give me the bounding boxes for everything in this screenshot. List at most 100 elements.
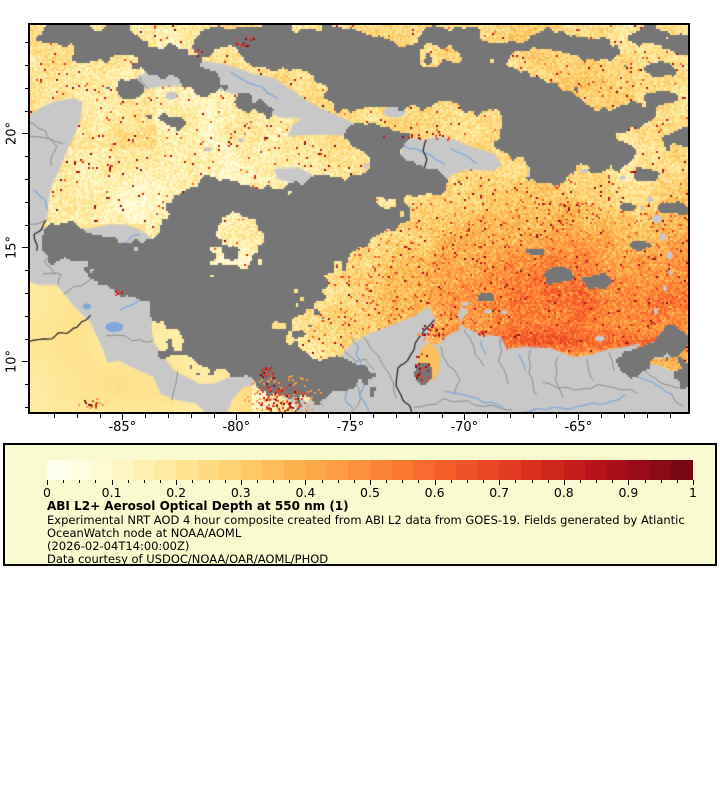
legend-courtesy: Data courtesy of USDOC/NOAA/OAR/AOML/PHO… — [47, 551, 329, 566]
colorbar-tick-label: 0.2 — [166, 485, 187, 500]
colorbar-segment — [369, 460, 392, 480]
colorbar-segment — [477, 460, 500, 480]
x-minor-tick — [259, 414, 261, 418]
x-minor-tick — [213, 414, 215, 418]
colorbar-tick-label: 0.8 — [553, 485, 574, 500]
x-minor-tick — [145, 414, 147, 418]
colorbar-minor-tick — [224, 480, 226, 483]
x-minor-tick — [487, 414, 489, 418]
colorbar-major-tick — [499, 480, 501, 485]
colorbar-tick-label: 0.9 — [618, 485, 639, 500]
colorbar-minor-tick — [612, 480, 614, 483]
x-minor-tick — [76, 414, 78, 418]
colorbar-tick-label: 1 — [689, 485, 697, 500]
x-minor-tick — [327, 414, 329, 418]
colorbar-minor-tick — [127, 480, 129, 483]
y-minor-tick — [24, 156, 28, 158]
y-minor-tick — [24, 42, 28, 44]
x-minor-tick — [190, 414, 192, 418]
colorbar-minor-tick — [676, 480, 678, 483]
colorbar-minor-tick — [547, 480, 549, 483]
colorbar-minor-tick — [466, 480, 468, 483]
colorbar-segment — [262, 460, 284, 480]
y-minor-tick — [24, 315, 28, 317]
x-minor-tick — [601, 414, 603, 418]
colorbar-minor-tick — [483, 480, 485, 483]
y-minor-tick — [24, 87, 28, 89]
colorbar-minor-tick — [644, 480, 646, 483]
colorbar-minor-tick — [79, 480, 81, 483]
colorbar-segment — [456, 460, 478, 480]
x-major-tick — [350, 414, 352, 420]
y-tick-label: 20° — [4, 121, 20, 145]
colorbar-segment — [133, 460, 155, 480]
x-minor-tick — [555, 414, 557, 418]
colorbar-tick-label: 0.7 — [489, 485, 510, 500]
legend-title: ABI L2+ Aerosol Optical Depth at 550 nm … — [47, 499, 349, 513]
colorbar-minor-tick — [579, 480, 581, 483]
colorbar-minor-tick — [321, 480, 323, 483]
y-major-tick — [22, 133, 28, 135]
colorbar-tick-label: 0.3 — [230, 485, 251, 500]
x-minor-tick — [281, 414, 283, 418]
colorbar-segment — [219, 460, 241, 480]
x-major-tick — [578, 414, 580, 420]
colorbar-tick-label: 0.4 — [295, 485, 316, 500]
x-minor-tick — [395, 414, 397, 418]
colorbar-major-tick — [47, 480, 48, 485]
colorbar-minor-tick — [256, 480, 258, 483]
colorbar-major-tick — [305, 480, 307, 485]
colorbar-segment — [671, 460, 693, 480]
colorbar-major-tick — [628, 480, 630, 485]
colorbar-major-tick — [176, 480, 178, 485]
colorbar-minor-tick — [273, 480, 275, 483]
x-major-tick — [236, 414, 238, 420]
colorbar-minor-tick — [418, 480, 420, 483]
colorbar-minor-tick — [531, 480, 533, 483]
x-minor-tick — [373, 414, 375, 418]
colorbar-segment — [649, 460, 672, 480]
y-major-tick — [22, 361, 28, 363]
colorbar-major-tick — [693, 480, 694, 485]
x-minor-tick — [669, 414, 671, 418]
y-minor-tick — [24, 406, 28, 408]
colorbar-segment — [434, 460, 457, 480]
legend-box: 0 0.1 0.2 0.3 0.4 0.5 0.6 0.7 0.8 0.9 1 ABI L2+ Ae… — [3, 443, 717, 566]
colorbar-segment — [628, 460, 650, 480]
colorbar-segment — [520, 460, 543, 480]
colorbar-segment — [391, 460, 414, 480]
colorbar-minor-tick — [450, 480, 452, 483]
colorbar-segment — [176, 460, 198, 480]
colorbar-minor-tick — [95, 480, 97, 483]
x-major-tick — [464, 414, 466, 420]
colorbar-major-tick — [563, 480, 565, 485]
colorbar-minor-tick — [63, 480, 65, 483]
colorbar-segment — [197, 460, 220, 480]
colorbar-segment — [348, 460, 370, 480]
legend-text: ABI L2+ Aerosol Optical Depth at 550 nm … — [47, 499, 712, 566]
colorbar-segment — [499, 460, 521, 480]
x-tick-label: -75° — [336, 420, 365, 435]
colorbar-minor-tick — [515, 480, 517, 483]
x-minor-tick — [646, 414, 648, 418]
legend-description-line: OceanWatch node at NOAA/AOML — [47, 525, 242, 540]
x-tick-label: -70° — [450, 420, 479, 435]
colorbar-segment — [305, 460, 327, 480]
colorbar-minor-tick — [143, 480, 145, 483]
y-minor-tick — [24, 270, 28, 272]
x-minor-tick — [441, 414, 443, 418]
colorbar-minor-tick — [353, 480, 355, 483]
y-minor-tick — [24, 338, 28, 340]
colorbar-tick-label: 0.1 — [101, 485, 122, 500]
colorbar-minor-tick — [192, 480, 194, 483]
colorbar-minor-tick — [289, 480, 291, 483]
legend-description-line: Experimental NRT AOD 4 hour composite cr… — [47, 512, 685, 527]
colorbar-segment — [68, 460, 91, 480]
y-minor-tick — [24, 110, 28, 112]
x-minor-tick — [418, 414, 420, 418]
colorbar-tick-label: 0 — [43, 485, 51, 500]
colorbar-minor-tick — [337, 480, 339, 483]
colorbar-minor-tick — [208, 480, 210, 483]
colorbar-segment — [606, 460, 629, 480]
x-tick-label: -65° — [564, 420, 593, 435]
